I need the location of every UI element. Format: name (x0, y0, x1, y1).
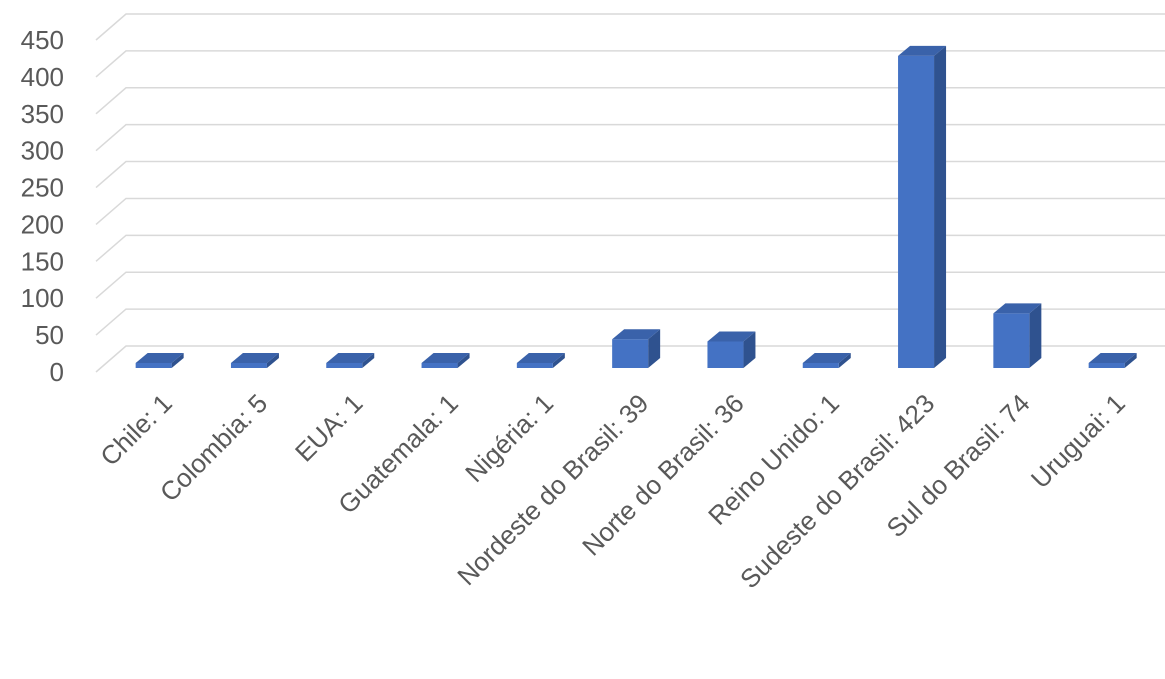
gridline (95, 13, 1165, 41)
bar-side (648, 329, 661, 368)
bar (898, 45, 947, 369)
x-category-label: Uruguai: 1 (1025, 388, 1131, 494)
y-tick-label: 0 (50, 357, 64, 387)
bar-front (516, 363, 553, 368)
bar-side (362, 353, 375, 368)
bar (326, 353, 375, 368)
bar-front (230, 363, 267, 368)
bar-side (171, 353, 184, 368)
bars (135, 45, 1137, 369)
x-category-label: Nordeste do Brasil: 39 (451, 388, 654, 591)
gridline (95, 234, 1165, 262)
gridline (95, 50, 1165, 78)
x-category-label: Norte do Brasil: 36 (576, 388, 749, 561)
gridline (95, 123, 1165, 152)
bar-top (421, 353, 470, 363)
bar (1088, 353, 1137, 368)
bar (230, 353, 279, 368)
bar (516, 353, 565, 368)
bar-top (707, 331, 756, 342)
x-category-label: Chile: 1 (94, 388, 178, 472)
y-tick-label: 300 (21, 136, 64, 166)
bar-front (898, 55, 935, 369)
bar-top (135, 353, 184, 363)
bar-side (552, 353, 565, 368)
y-tick-label: 150 (21, 246, 64, 276)
gridline (95, 160, 1165, 189)
bar-front (802, 363, 839, 368)
x-category-label: Sudeste do Brasil: 423 (734, 388, 940, 594)
y-tick-label: 50 (35, 320, 64, 350)
bar-front (135, 363, 172, 368)
bar-top (898, 45, 947, 56)
y-tick-label: 200 (21, 209, 64, 239)
bar (802, 353, 851, 368)
bar (421, 353, 470, 368)
bar-top (516, 353, 565, 363)
bar-top (612, 329, 661, 340)
bar-top (1088, 353, 1137, 363)
gridlines (95, 13, 1165, 373)
bar-side (457, 353, 470, 368)
y-tick-label: 350 (21, 99, 64, 129)
bar-front (1088, 363, 1125, 368)
y-tick-label: 450 (21, 25, 64, 55)
bar-front (421, 363, 458, 368)
y-axis-tick-labels: 0 50 100 150 200 250 300 350 400 450 (21, 25, 64, 387)
gridline (95, 271, 1165, 299)
bar-side (934, 45, 947, 369)
y-tick-label: 100 (21, 283, 64, 313)
y-tick-label: 250 (21, 173, 64, 203)
gridline (95, 308, 1165, 336)
bar-top (230, 353, 279, 363)
gridline (95, 345, 1165, 373)
bar (612, 329, 661, 368)
bar-top (802, 353, 851, 363)
bar-side (838, 353, 851, 368)
bar-front (993, 313, 1030, 368)
bar-side (266, 353, 279, 368)
bar-top (326, 353, 375, 363)
gridline (95, 197, 1165, 226)
x-category-label: EUA: 1 (289, 388, 368, 467)
x-category-label: Nigéria: 1 (459, 388, 559, 488)
gridline (95, 87, 1165, 115)
bar-side (743, 331, 756, 368)
bar-top (993, 303, 1042, 314)
bar-side (1029, 303, 1042, 368)
bar-front (612, 339, 649, 368)
bar-front (707, 341, 744, 368)
bar-side (1124, 353, 1137, 368)
bar (707, 331, 756, 368)
bar (993, 303, 1042, 368)
bar-front (326, 363, 363, 368)
y-tick-label: 400 (21, 62, 64, 92)
bar (135, 353, 184, 368)
